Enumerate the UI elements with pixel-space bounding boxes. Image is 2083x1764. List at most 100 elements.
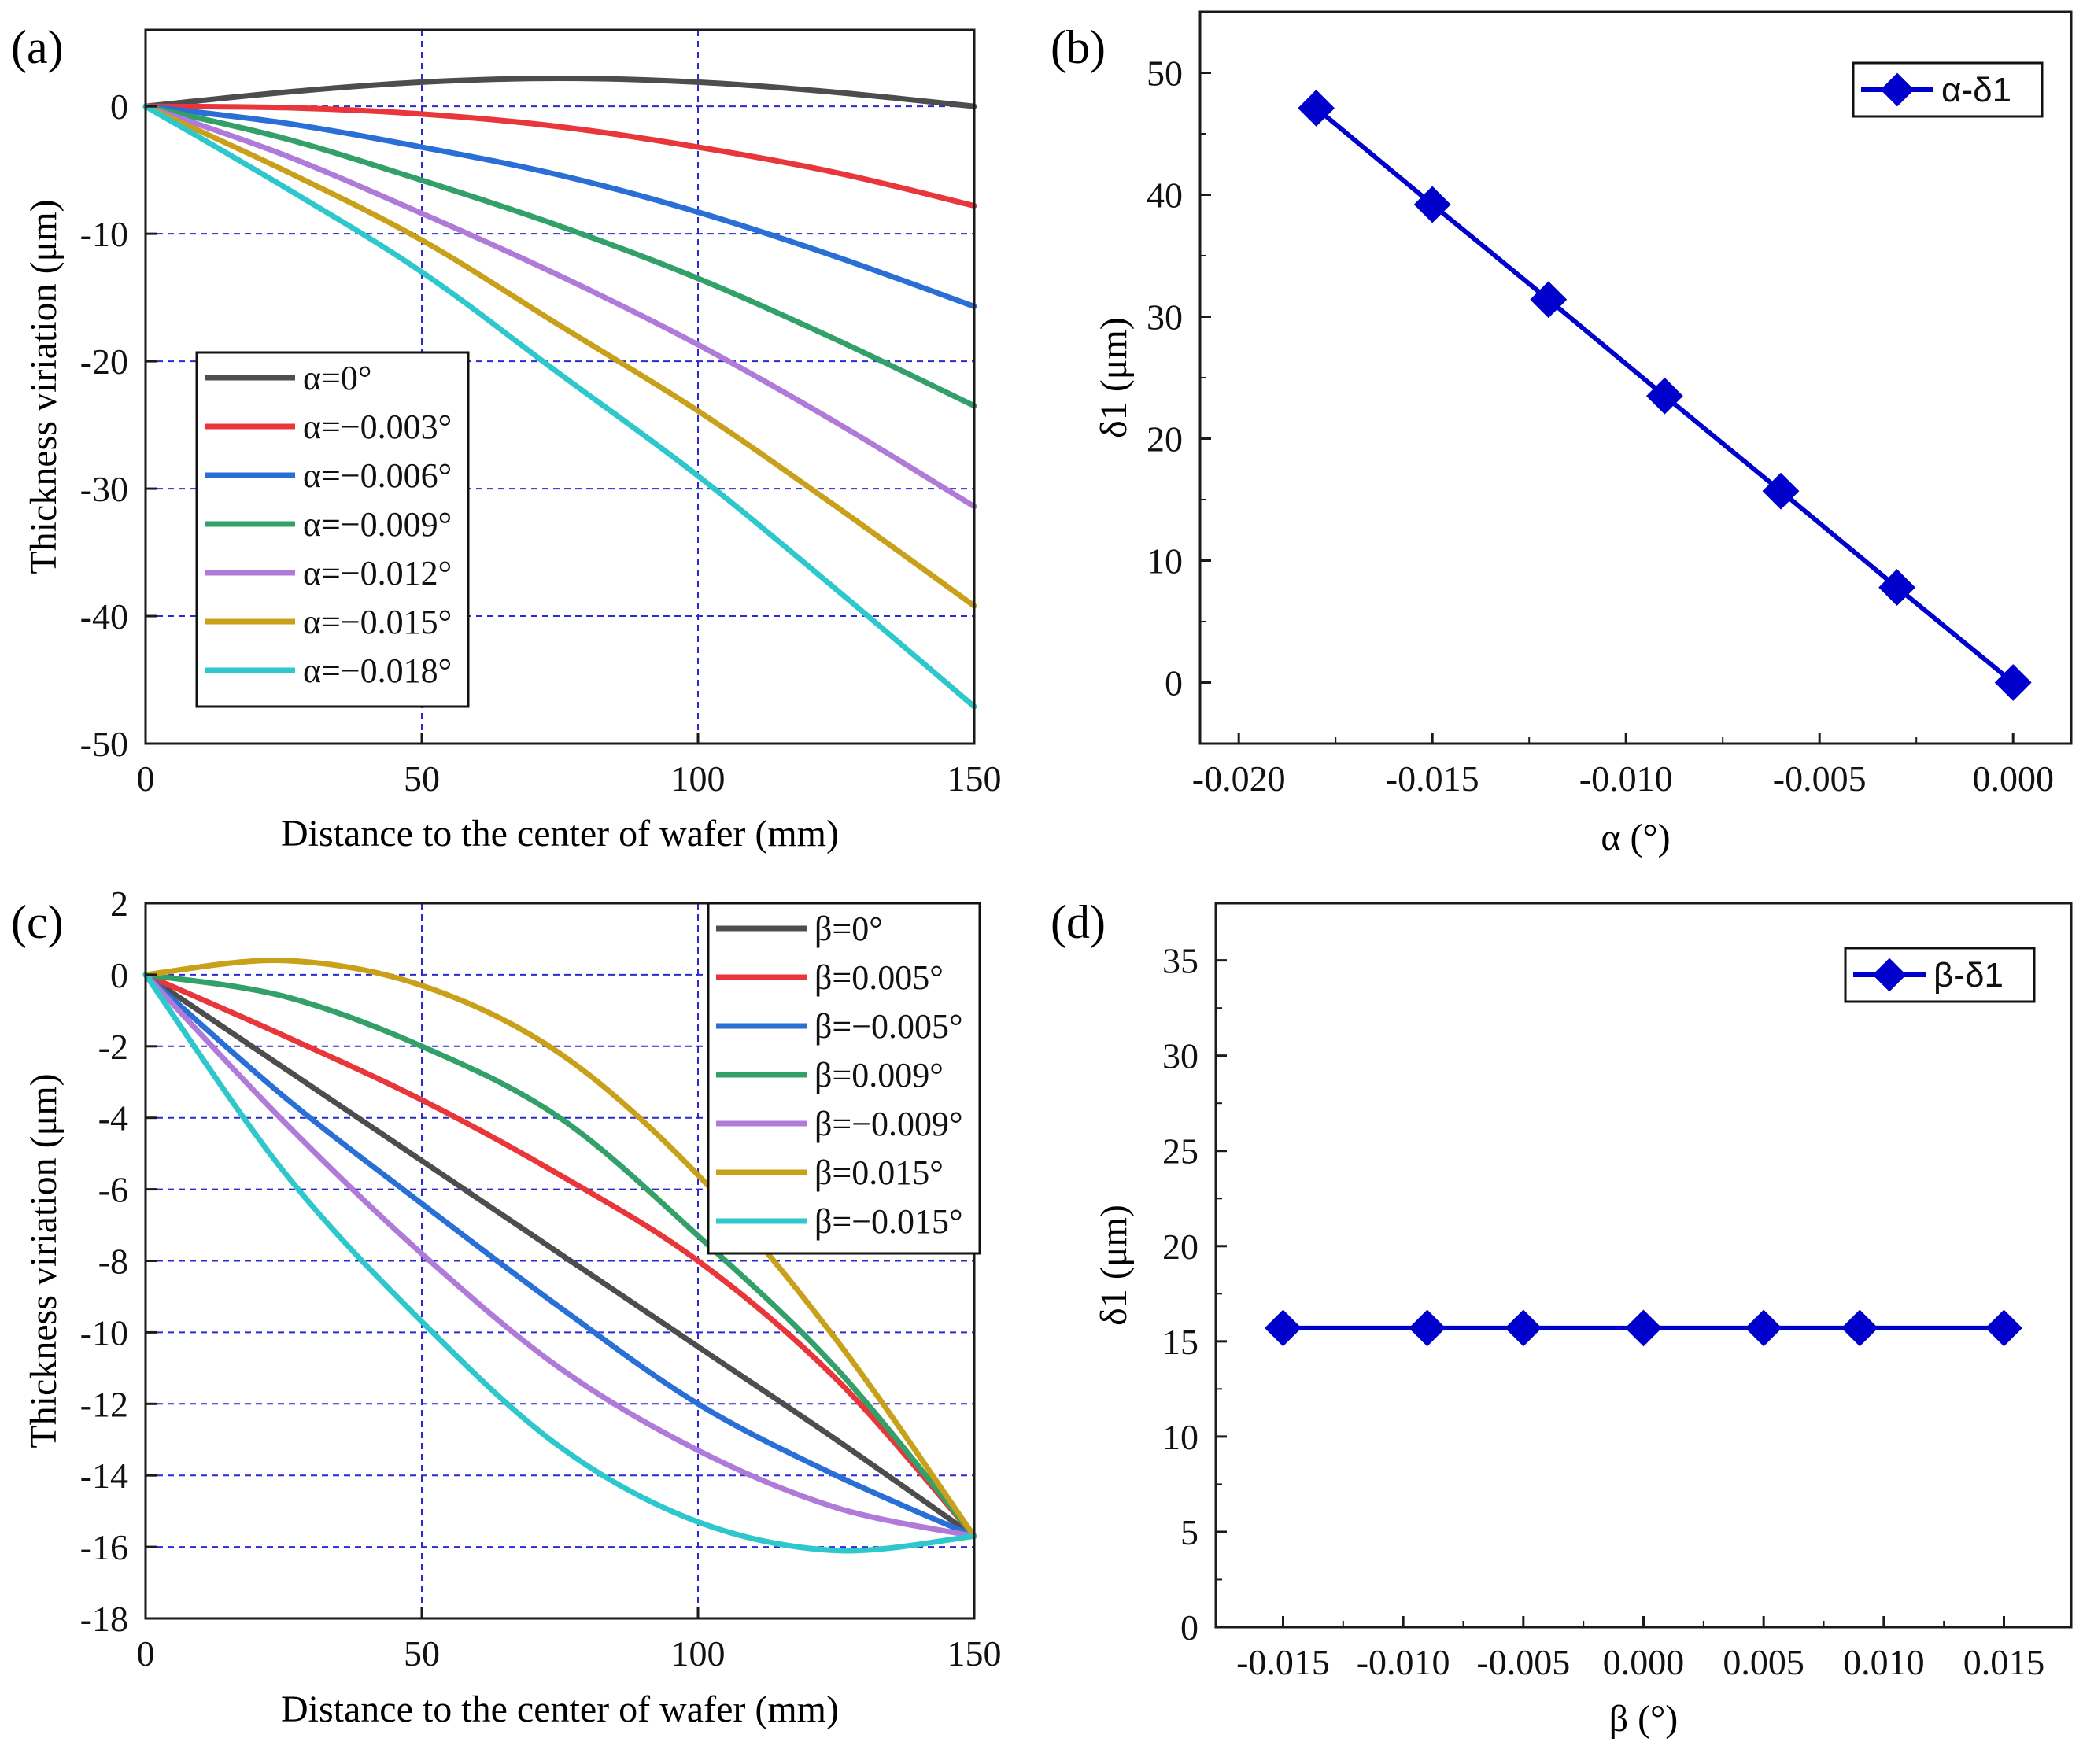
series-line xyxy=(142,76,977,109)
data-point-marker xyxy=(1994,664,2032,701)
legend-label: α=0° xyxy=(303,359,371,397)
axis-ticks-c: 0 50 100 150 2 0 -2 -4 -6 -8 -10 -12 -14 -16 -18 xyxy=(80,884,1002,1674)
legend-label: α=−0.018° xyxy=(303,651,452,690)
x-tick-label: 50 xyxy=(404,1633,440,1674)
x-tick-label: 0.005 xyxy=(1723,1642,1804,1682)
data-point-marker xyxy=(1645,377,1683,415)
series-line xyxy=(142,972,977,1539)
y-tick-label: 0 xyxy=(110,87,128,127)
axis-ticks-b: -0.020 -0.015 -0.010 -0.005 0.000 0 10 20 30 40 50 xyxy=(1147,54,2054,799)
x-tick-label: 0 xyxy=(137,1633,155,1674)
y-tick-label: -16 xyxy=(80,1527,128,1567)
data-point-marker xyxy=(1265,1309,1302,1347)
y-axis-label-a: Thickness viriation (μm) xyxy=(23,199,65,574)
series-line xyxy=(142,103,977,510)
panel-a: (a) 0 50 100 150 0 -10 -20 -30 -40 -50 Distance t… xyxy=(11,21,1002,854)
y-axis-label-b: δ1 (μm) xyxy=(1093,317,1135,438)
y-tick-label: -20 xyxy=(80,341,128,382)
data-point-marker xyxy=(1413,186,1451,223)
y-tick-label: 30 xyxy=(1162,1036,1198,1076)
legend-a: α=0° α=−0.003° α=−0.006° α=−0.009° α=−0.012°… xyxy=(195,351,470,708)
y-tick-label: 5 xyxy=(1180,1512,1198,1552)
series-c xyxy=(142,958,977,1554)
y-tick-label: 20 xyxy=(1162,1227,1198,1267)
y-tick-label: 0 xyxy=(1180,1607,1198,1648)
x-axis-label-b: α (°) xyxy=(1601,817,1670,858)
x-tick-label: 100 xyxy=(671,1633,726,1674)
y-tick-label: -50 xyxy=(80,724,128,764)
legend-b: α-δ1 xyxy=(1852,61,2044,118)
series-line xyxy=(142,103,977,209)
legend-label: α-δ1 xyxy=(1941,71,2011,109)
x-tick-label: 50 xyxy=(404,758,440,799)
y-axis-label-d: δ1 (μm) xyxy=(1093,1205,1135,1326)
legend-d: β-δ1 xyxy=(1844,947,2036,1003)
y-tick-label: -40 xyxy=(80,596,128,637)
y-tick-label: 2 xyxy=(110,884,128,924)
x-tick-label: 0 xyxy=(137,758,155,799)
data-point-marker xyxy=(1762,472,1800,510)
data-point-marker xyxy=(1409,1309,1446,1347)
legend-label: β=−0.005° xyxy=(814,1007,963,1046)
x-tick-label: 0.010 xyxy=(1843,1642,1925,1682)
x-tick-label: 0.015 xyxy=(1963,1642,2045,1682)
y-tick-label: 10 xyxy=(1162,1417,1198,1457)
x-tick-label: 150 xyxy=(947,758,1002,799)
data-point-marker xyxy=(1745,1309,1782,1347)
legend-label: α=−0.006° xyxy=(303,456,452,495)
y-tick-label: -12 xyxy=(80,1384,128,1424)
data-point-marker xyxy=(1985,1309,2022,1347)
x-tick-label: -0.010 xyxy=(1357,1642,1450,1682)
y-tick-label: -14 xyxy=(80,1456,128,1496)
series-line xyxy=(142,103,977,409)
axis-ticks-a: 0 50 100 150 0 -10 -20 -30 -40 -50 xyxy=(80,87,1002,799)
x-axis-label-a: Distance to the center of wafer (mm) xyxy=(281,813,839,854)
series-line xyxy=(142,103,977,309)
panel-b: (b) -0.020 -0.015 -0.010 -0.005 0.000 0 10 20 30… xyxy=(1051,10,2073,858)
y-tick-label: 15 xyxy=(1162,1322,1198,1362)
legend-label: α=−0.012° xyxy=(303,554,452,592)
x-tick-label: 0.000 xyxy=(1603,1642,1685,1682)
x-tick-label: 0.000 xyxy=(1972,758,2054,799)
data-point-marker xyxy=(1530,281,1568,319)
data-point-marker xyxy=(1298,90,1335,127)
x-tick-label: -0.015 xyxy=(1386,758,1479,799)
y-tick-label: -30 xyxy=(80,469,128,509)
y-tick-label: 40 xyxy=(1147,175,1183,216)
x-tick-label: -0.015 xyxy=(1236,1642,1330,1682)
legend-label: β=−0.015° xyxy=(814,1202,963,1241)
legend-marker xyxy=(1872,958,1907,992)
x-tick-label: 150 xyxy=(947,1633,1002,1674)
axis-ticks-d: -0.015 -0.010 -0.005 0.000 0.005 0.010 0.015 0 5… xyxy=(1162,941,2044,1682)
x-tick-label: 100 xyxy=(671,758,726,799)
y-tick-label: -8 xyxy=(98,1242,128,1282)
y-tick-label: 20 xyxy=(1147,419,1183,459)
series-line xyxy=(142,103,977,609)
data-point-marker xyxy=(1878,569,1916,607)
series-line xyxy=(142,972,977,1539)
y-tick-label: 0 xyxy=(110,955,128,995)
y-axis-label-c: Thickness viriation (μm) xyxy=(23,1073,65,1448)
y-tick-label: 25 xyxy=(1162,1131,1198,1172)
plot-frame-a xyxy=(144,28,976,745)
legend-label: α=−0.015° xyxy=(303,603,452,641)
y-tick-label: 10 xyxy=(1147,541,1183,581)
data-point-marker xyxy=(1505,1309,1542,1347)
panel-label-d: (d) xyxy=(1051,896,1106,948)
legend-label: β=0.009° xyxy=(814,1056,944,1094)
legend-marker xyxy=(1880,72,1915,107)
series-line xyxy=(142,972,977,1539)
panel-c: (c) 0 50 100 150 2 0 -2 -4 -6 -8 -10 -12 -14 -16 -18 D… xyxy=(11,884,1002,1730)
series-line xyxy=(142,972,977,1554)
y-tick-label: -6 xyxy=(98,1170,128,1210)
legend-box xyxy=(707,902,981,1255)
series-d xyxy=(1265,1309,2022,1347)
series-b xyxy=(1298,90,2032,701)
y-tick-label: -10 xyxy=(80,1312,128,1353)
panel-label-c: (c) xyxy=(11,896,64,948)
legend-label: β-δ1 xyxy=(1933,956,2004,995)
panel-label-b: (b) xyxy=(1051,21,1106,73)
x-tick-label: -0.005 xyxy=(1773,758,1867,799)
y-tick-label: 35 xyxy=(1162,941,1198,981)
legend-c: β=0° β=0.005° β=−0.005° β=0.009° β=−0.009° β=… xyxy=(707,902,981,1255)
